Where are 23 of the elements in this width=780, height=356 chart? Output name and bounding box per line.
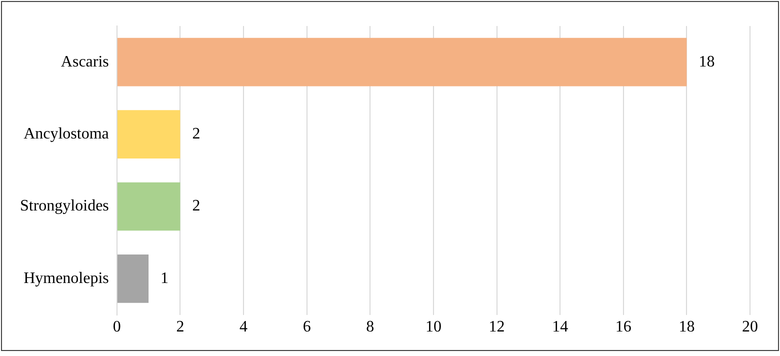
x-tick-label: 6: [302, 318, 311, 336]
x-tick-label: 4: [240, 318, 248, 336]
bar: [117, 38, 687, 86]
x-tick-label: 8: [366, 318, 374, 336]
x-tick-label: 12: [488, 318, 505, 336]
data-label: 2: [192, 198, 200, 215]
x-tick-label: 16: [615, 318, 632, 336]
x-tick-label: 20: [742, 318, 758, 336]
x-tick-label: 10: [425, 318, 442, 336]
x-tick-label: 14: [552, 318, 568, 336]
y-tick-label: Hymenolepis: [24, 270, 109, 287]
x-tick-label: 2: [176, 318, 184, 336]
y-tick-label: Strongyloides: [20, 198, 109, 215]
data-label: 18: [698, 53, 715, 70]
bar: [117, 182, 180, 231]
bar: [117, 110, 180, 158]
x-tick-label: 18: [678, 318, 695, 336]
x-tick-label: 0: [112, 318, 121, 336]
data-label: 2: [192, 126, 200, 143]
y-tick-label: Ascaris: [60, 53, 109, 70]
bar: [117, 254, 149, 303]
y-tick-label: Ancylostoma: [24, 126, 109, 143]
data-label: 1: [160, 270, 169, 287]
